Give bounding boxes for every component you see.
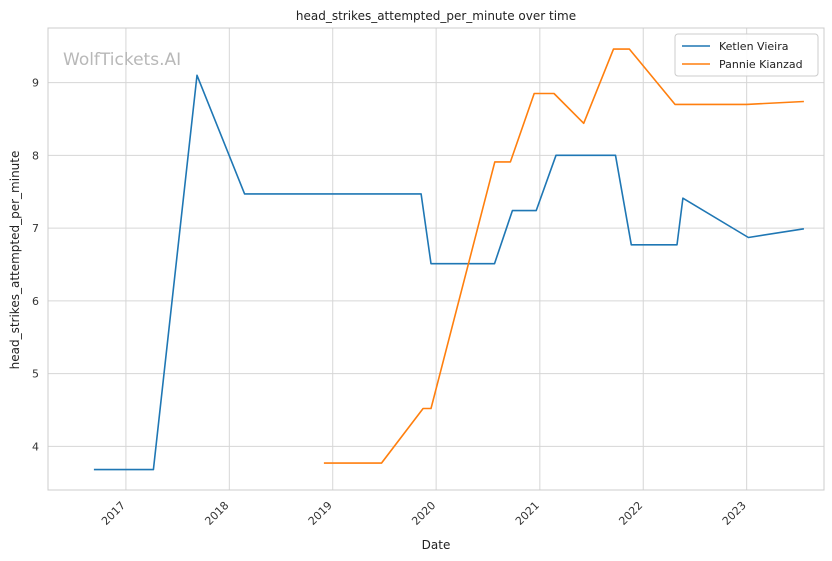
x-tick-label: 2023: [720, 499, 749, 528]
x-tick-label: 2020: [409, 499, 438, 528]
series-layer: [93, 48, 805, 471]
x-tick-labels: 2017 2018 2019 2020 2021 2022 2023: [99, 499, 749, 528]
y-tick-labels: 4 5 6 7 8 9: [32, 77, 39, 454]
legend-label-pannie-kianzad: Pannie Kianzad: [719, 58, 803, 71]
y-tick-label: 5: [32, 368, 39, 381]
x-axis-title: Date: [422, 538, 451, 552]
watermark-text: WolfTickets.AI: [63, 50, 181, 70]
y-tick-label: 9: [32, 77, 39, 90]
x-tick-label: 2018: [202, 499, 231, 528]
x-tick-label: 2022: [616, 499, 645, 528]
y-tick-label: 7: [32, 222, 39, 235]
legend-label-ketlen-vieira: Ketlen Vieira: [719, 40, 788, 53]
x-tick-label: 2019: [306, 499, 335, 528]
legend: Ketlen Vieira Pannie Kianzad: [674, 33, 819, 77]
y-axis-title: head_strikes_attempted_per_minute: [8, 151, 22, 370]
series-line-pannie-kianzad: [323, 48, 804, 464]
x-tick-label: 2021: [513, 499, 542, 528]
series-line-ketlen-vieira: [93, 74, 805, 471]
x-tick-label: 2017: [99, 499, 128, 528]
legend-box: [674, 33, 819, 77]
y-tick-label: 6: [32, 295, 39, 308]
plot-frame: [47, 27, 825, 491]
x-gridlines: [125, 28, 748, 490]
chart-title: head_strikes_attempted_per_minute over t…: [296, 9, 576, 23]
y-tick-label: 4: [32, 440, 39, 453]
y-tick-label: 8: [32, 149, 39, 162]
